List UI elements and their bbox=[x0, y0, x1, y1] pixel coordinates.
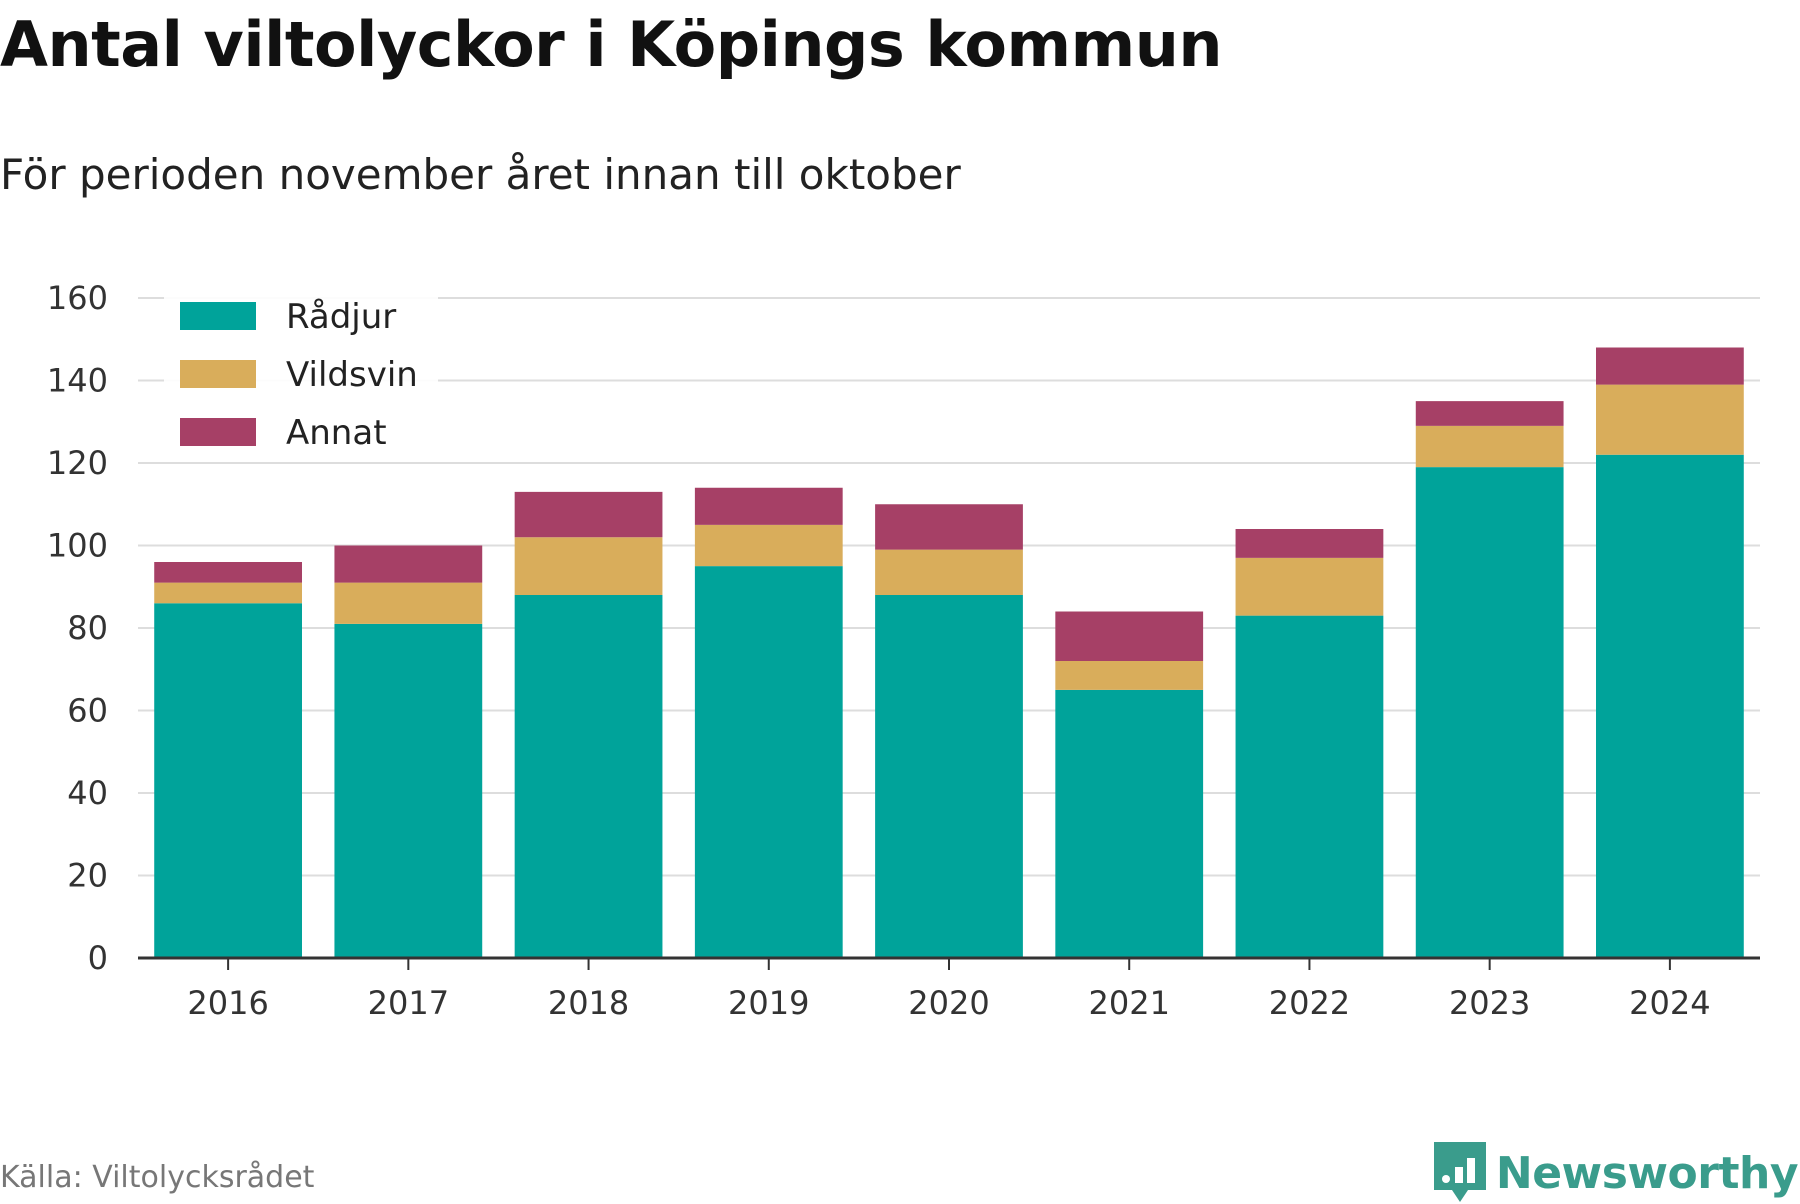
x-tick-label: 2018 bbox=[548, 984, 629, 1022]
bar-segment bbox=[875, 595, 1023, 958]
x-tick-label: 2017 bbox=[368, 984, 449, 1022]
legend-swatch bbox=[180, 360, 256, 388]
bar-segment bbox=[1415, 467, 1564, 958]
bar-segment bbox=[514, 595, 663, 958]
bar-chart-icon bbox=[1433, 1142, 1486, 1202]
y-tick-label: 80 bbox=[67, 609, 108, 647]
bar-segment bbox=[1595, 454, 1744, 958]
x-tick-label: 2020 bbox=[908, 984, 989, 1022]
legend-swatch bbox=[180, 302, 256, 330]
chart-title: Antal viltolyckor i Köpings kommun bbox=[0, 8, 1223, 81]
legend-swatch bbox=[180, 418, 256, 446]
legend-label: Rådjur bbox=[286, 297, 396, 337]
source-note: Källa: Viltolycksrådet bbox=[0, 1160, 315, 1195]
bar-segment bbox=[334, 545, 483, 583]
bar-segment bbox=[1055, 661, 1204, 690]
bar-segment bbox=[334, 582, 483, 624]
bar-segment bbox=[1595, 384, 1744, 455]
bar-segment bbox=[1415, 425, 1564, 468]
bar-segment bbox=[1055, 611, 1204, 661]
y-tick-label: 20 bbox=[67, 857, 108, 895]
legend-label: Vildsvin bbox=[286, 355, 418, 395]
y-tick-label: 40 bbox=[67, 774, 108, 812]
y-tick-label: 100 bbox=[47, 527, 108, 565]
bar-segment bbox=[514, 537, 663, 595]
y-tick-label: 0 bbox=[88, 939, 108, 977]
bar-segment bbox=[514, 491, 663, 538]
bar-segment bbox=[1235, 529, 1384, 558]
x-tick-label: 2023 bbox=[1449, 984, 1530, 1022]
bar-segment bbox=[1595, 347, 1744, 385]
bar-segment bbox=[154, 603, 303, 958]
x-tick-label: 2024 bbox=[1629, 984, 1710, 1022]
x-tick-label: 2022 bbox=[1269, 984, 1350, 1022]
bar-segment bbox=[694, 487, 843, 525]
bar-segment bbox=[334, 623, 483, 958]
y-tick-label: 120 bbox=[47, 444, 108, 482]
bar-segment bbox=[875, 504, 1023, 550]
bar-segment bbox=[694, 524, 843, 567]
bar-segment bbox=[154, 562, 303, 583]
bar-segment bbox=[875, 549, 1023, 595]
y-tick-label: 160 bbox=[47, 279, 108, 317]
bar-segment bbox=[154, 582, 303, 604]
y-tick-label: 60 bbox=[67, 692, 108, 730]
x-tick-label: 2021 bbox=[1089, 984, 1170, 1022]
brand-logo: Newsworthy bbox=[1433, 1142, 1799, 1204]
bar-segment bbox=[1055, 689, 1204, 958]
legend-label: Annat bbox=[286, 413, 387, 453]
bar-segment bbox=[1235, 557, 1384, 616]
chart-subtitle: För perioden november året innan till ok… bbox=[0, 150, 961, 199]
bar-segment bbox=[1235, 615, 1384, 958]
x-tick-label: 2019 bbox=[728, 984, 809, 1022]
bar-segment bbox=[1415, 401, 1564, 426]
legend: Rådjur Vildsvin Annat bbox=[164, 282, 438, 460]
brand-name: Newsworthy bbox=[1495, 1147, 1799, 1199]
x-tick-label: 2016 bbox=[187, 984, 268, 1022]
y-tick-label: 140 bbox=[47, 362, 108, 400]
bar-segment bbox=[694, 566, 843, 958]
